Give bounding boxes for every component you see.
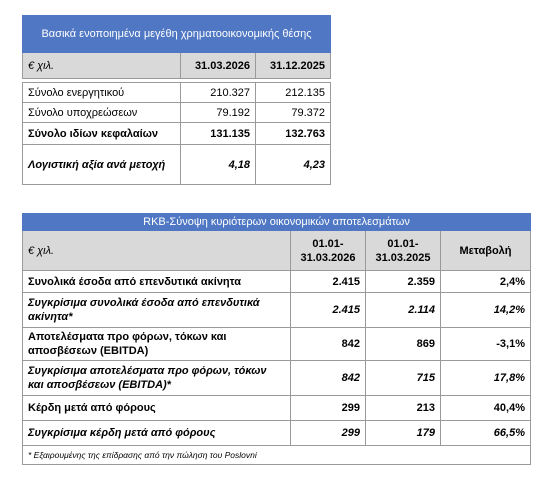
cell: 14,2% [440,292,531,328]
row-label: Συγκρίσιμα κέρδη μετά από φόρους [22,420,291,446]
header-cell: Μεταβολή [440,230,531,271]
cell: 2.415 [290,292,366,328]
cell: 715 [365,360,441,396]
row-label: Συνολικά έσοδα από επενδυτικά ακίνητα [22,270,291,293]
header-cell: 01.01-31.03.2026 [290,230,366,271]
row-label: Σύνολο ενεργητικού [22,82,181,103]
cell: 132.763 [254,122,332,145]
header-cell: 31.12.2025 [254,52,332,79]
row-label: Σύνολο ιδίων κεφαλαίων [22,122,181,145]
header-cell: 31.03.2026 [180,52,256,79]
cell: 2.359 [365,270,441,293]
cell: 131.135 [180,122,256,145]
results-table: RKB-Σύνοψη κυριότερων οικονομικών αποτελ… [22,213,531,465]
header-cell: € χιλ. [22,52,181,79]
cell: 210.327 [180,82,256,103]
row-label: Σύνολο υποχρεώσεων [22,102,181,123]
footnote: * Εξαιρουμένης της επίδρασης από την πώλ… [22,445,531,465]
cell: 2.114 [365,292,441,328]
cell: 2,4% [440,270,531,293]
cell: 17,8% [440,360,531,396]
cell: 2.415 [290,270,366,293]
table-title: Βασικά ενοποιημένα μεγέθη χρηματοοικονομ… [21,15,332,53]
cell: 40,4% [440,395,531,421]
cell: 212.135 [254,82,332,103]
cell: 299 [290,395,366,421]
row-label: Αποτελέσματα προ φόρων, τόκων και αποσβέ… [22,327,291,361]
row-label: Λογιστική αξία ανά μετοχή [22,144,181,185]
header-cell: € χιλ. [22,230,291,271]
cell: 79.372 [254,102,332,123]
cell: 4,18 [180,144,256,185]
cell: -3,1% [440,327,531,361]
cell: 842 [290,360,366,396]
header-cell: 01.01-31.03.2025 [365,230,441,271]
cell: 299 [290,420,366,446]
row-label: Συγκρίσιμα αποτελέσματα προ φόρων, τόκων… [22,360,291,396]
cell: 79.192 [180,102,256,123]
cell: 179 [365,420,441,446]
cell: 4,23 [254,144,332,185]
position-table: Βασικά ενοποιημένα μεγέθη χρηματοοικονομ… [21,15,332,185]
cell: 842 [290,327,366,361]
row-label: Συγκρίσιμα συνολικά έσοδα από επενδυτικά… [22,292,291,328]
cell: 213 [365,395,441,421]
cell: 869 [365,327,441,361]
table-title: RKB-Σύνοψη κυριότερων οικονομικών αποτελ… [22,213,531,231]
cell: 66,5% [440,420,531,446]
row-label: Κέρδη μετά από φόρους [22,395,291,421]
